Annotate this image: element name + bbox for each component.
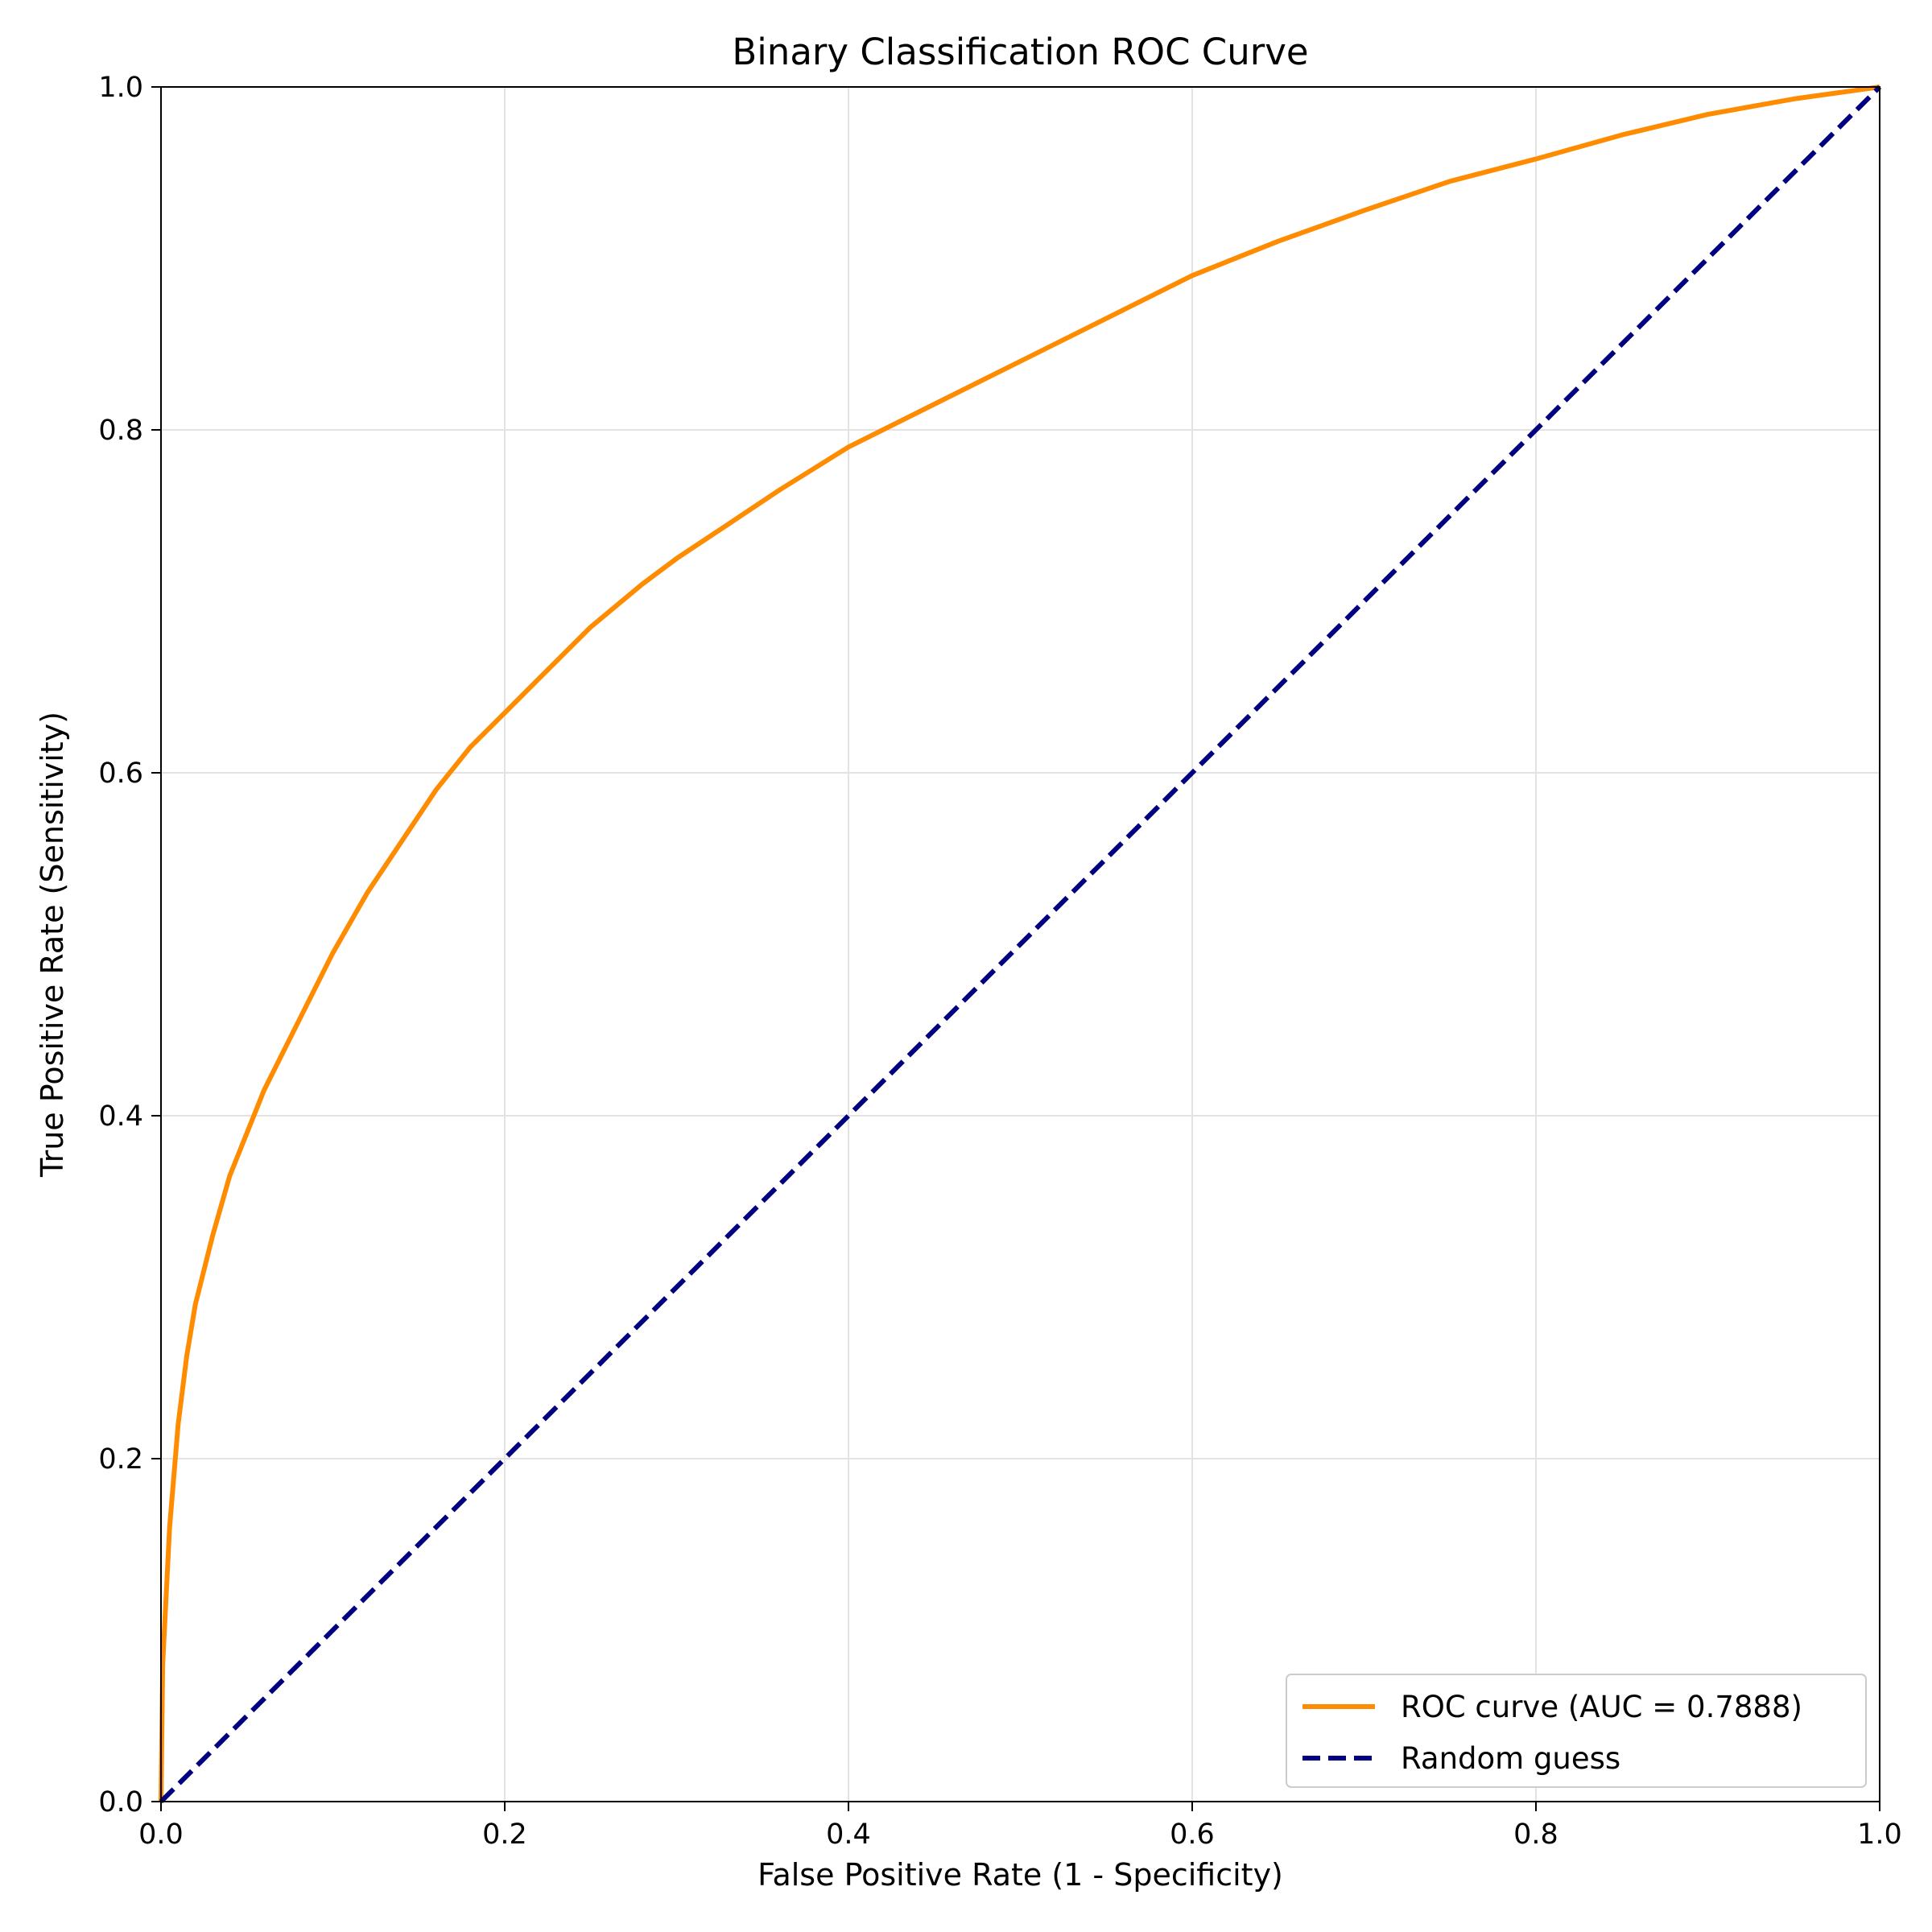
legend-label-random: Random guess	[1401, 1741, 1620, 1776]
x-tick-label: 1.0	[1857, 1818, 1902, 1851]
y-tick-label: 0.8	[98, 415, 143, 447]
series-lines	[159, 85, 1882, 1804]
x-tick-label: 0.0	[138, 1818, 184, 1851]
plot-frame	[160, 86, 1880, 1802]
roc-curve-line	[159, 85, 1880, 1802]
random-guess-line	[159, 85, 1882, 1804]
y-tick-label: 0.4	[98, 1100, 143, 1133]
x-tick-label: 0.2	[482, 1818, 527, 1851]
legend-box	[1286, 1674, 1867, 1788]
axis-ticks: 0.0 0.2 0.4 0.6 0.8 1.0 0.0 0.2 0.4 0.6 0.8 1.0	[98, 72, 1902, 1851]
legend-label-roc: ROC curve (AUC = 0.7888)	[1401, 1690, 1802, 1724]
x-tick-label: 0.6	[1170, 1818, 1215, 1851]
y-tick-label: 0.6	[98, 758, 143, 790]
y-tick-label: 0.0	[98, 1786, 143, 1818]
y-tick-label: 0.2	[98, 1443, 143, 1476]
x-axis-label: False Positive Rate (1 - Specificity)	[758, 1857, 1283, 1893]
y-axis-label: True Positive Rate (Sensitivity)	[35, 712, 70, 1178]
x-tick-label: 0.4	[826, 1818, 871, 1851]
chart-title: Binary Classification ROC Curve	[732, 31, 1308, 73]
legend: ROC curve (AUC = 0.7888) Random guess	[1286, 1674, 1867, 1788]
y-tick-label: 1.0	[98, 72, 143, 104]
x-tick-label: 0.8	[1513, 1818, 1558, 1851]
